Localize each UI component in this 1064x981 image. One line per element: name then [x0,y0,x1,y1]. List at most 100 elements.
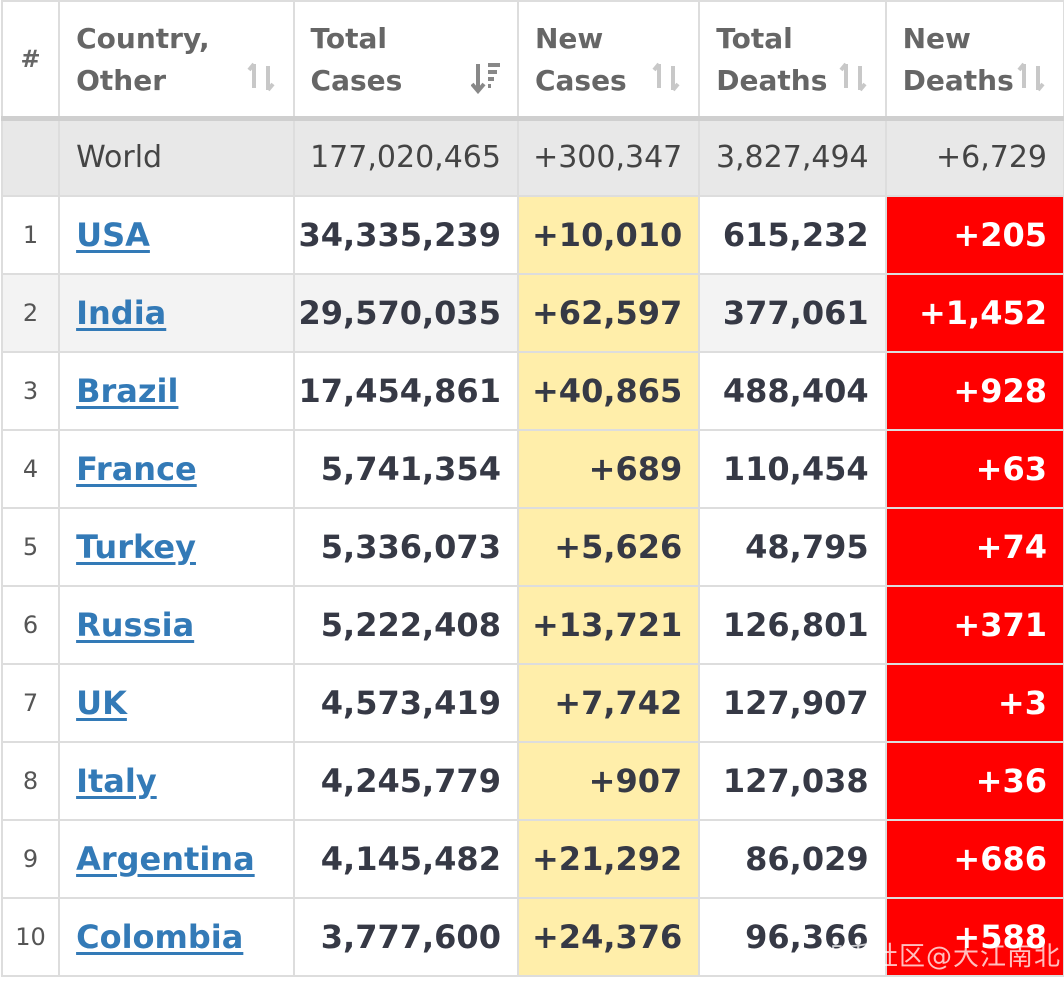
table-row: 9 Argentina 4,145,482 +21,292 86,029 +68… [0,819,1064,899]
new-deaths-cell: +3 [884,663,1064,743]
new-cases-cell: +907 [516,741,701,821]
country-cell: France [58,429,295,509]
table-row: 4 France 5,741,354 +689 110,454 +63 [0,429,1064,509]
rank-cell: 10 [0,897,61,977]
world-name: World [58,117,295,197]
new-deaths-cell: +686 [884,819,1064,899]
rank-cell: 6 [0,585,61,665]
new-deaths-header-line2: Deaths [902,63,1014,97]
total-deaths-cell: 126,801 [698,585,887,665]
table-row: 2 India 29,570,035 +62,597 377,061 +1,45… [0,273,1064,353]
country-cell: Argentina [58,819,295,899]
country-cell: USA [58,195,295,275]
new-cases-cell: +21,292 [516,819,701,899]
sort-desc-icon[interactable] [470,60,501,94]
total-deaths-cell: 127,038 [698,741,887,821]
rank-cell: 9 [0,819,61,899]
country-link[interactable]: Italy [76,762,157,800]
country-link[interactable]: India [76,294,167,332]
world-total-cases: 177,020,465 [292,117,519,197]
country-link[interactable]: Colombia [76,918,244,956]
new-deaths-cell: +588 [884,897,1064,977]
total-deaths-header[interactable]: Total Deaths [698,0,887,121]
new-cases-cell: +13,721 [516,585,701,665]
world-total-deaths: 3,827,494 [698,117,887,197]
new-deaths-cell: +371 [884,585,1064,665]
new-cases-cell: +40,865 [516,351,701,431]
new-cases-cell: +7,742 [516,663,701,743]
country-cell: Colombia [58,897,295,977]
total-deaths-header-line1: Total [716,21,793,55]
country-cell: Brazil [58,351,295,431]
rank-header-label: # [20,44,41,73]
watermark: 知乎社区@大江南北 [818,942,1062,972]
country-cell: Turkey [58,507,295,587]
country-link[interactable]: Argentina [76,840,255,878]
sort-icon[interactable] [246,60,277,94]
country-cell: Italy [58,741,295,821]
sort-icon[interactable] [1017,60,1047,94]
new-deaths-cell: +63 [884,429,1064,509]
country-cell: UK [58,663,295,743]
world-rank-cell [0,117,61,197]
new-deaths-cell: +928 [884,351,1064,431]
table-row: 10 Colombia 3,777,600 +24,376 96,366 +58… [0,897,1064,977]
new-cases-header-line1: New [534,21,604,55]
new-deaths-cell: +205 [884,195,1064,275]
table-row: 7 UK 4,573,419 +7,742 127,907 +3 [0,663,1064,743]
total-cases-header[interactable]: Total Cases [292,0,519,121]
sort-icon[interactable] [839,60,869,94]
new-cases-cell: +689 [516,429,701,509]
total-cases-cell: 29,570,035 [292,273,519,353]
total-cases-header-line2: Cases [310,63,403,97]
country-cell: India [58,273,295,353]
total-deaths-cell: 488,404 [698,351,887,431]
world-new-deaths: +6,729 [884,117,1064,197]
total-cases-cell: 4,245,779 [292,741,519,821]
new-deaths-cell: +74 [884,507,1064,587]
country-header-line2: Other [76,63,167,97]
country-header[interactable]: Country, Other [58,0,295,121]
total-cases-cell: 4,573,419 [292,663,519,743]
table-header: # Country, Other Total Cases New Cases T… [0,0,1064,121]
new-deaths-cell: +1,452 [884,273,1064,353]
new-cases-header[interactable]: New Cases [516,0,701,121]
table-row: 6 Russia 5,222,408 +13,721 126,801 +371 [0,585,1064,665]
new-cases-cell: +5,626 [516,507,701,587]
rank-cell: 5 [0,507,61,587]
sort-icon[interactable] [652,60,682,94]
country-header-line1: Country, [76,21,210,55]
country-cell: Russia [58,585,295,665]
new-deaths-header[interactable]: New Deaths [884,0,1064,121]
country-link[interactable]: Turkey [76,528,196,566]
country-link[interactable]: France [76,450,197,488]
rank-cell: 3 [0,351,61,431]
rank-header[interactable]: # [0,0,61,121]
country-link[interactable]: USA [76,216,150,254]
new-deaths-header-line1: New [902,21,971,55]
country-link[interactable]: UK [76,684,127,722]
total-cases-cell: 17,454,861 [292,351,519,431]
new-cases-cell: +24,376 [516,897,701,977]
country-link[interactable]: Brazil [76,372,179,410]
country-link[interactable]: Russia [76,606,195,644]
total-deaths-cell: 127,907 [698,663,887,743]
total-deaths-cell: 110,454 [698,429,887,509]
total-deaths-cell: 615,232 [698,195,887,275]
world-row: World 177,020,465 +300,347 3,827,494 +6,… [0,117,1064,197]
table-row: 1 USA 34,335,239 +10,010 615,232 +205 [0,195,1064,275]
total-cases-cell: 5,222,408 [292,585,519,665]
new-deaths-cell: +36 [884,741,1064,821]
total-cases-cell: 5,336,073 [292,507,519,587]
total-cases-cell: 5,741,354 [292,429,519,509]
total-cases-header-line1: Total [310,21,388,55]
table-row: 8 Italy 4,245,779 +907 127,038 +36 [0,741,1064,821]
total-deaths-cell: 96,366 [698,897,887,977]
total-deaths-header-line2: Deaths [716,63,828,97]
table-body: World 177,020,465 +300,347 3,827,494 +6,… [0,117,1064,977]
total-deaths-cell: 377,061 [698,273,887,353]
new-cases-cell: +62,597 [516,273,701,353]
world-new-cases: +300,347 [516,117,701,197]
total-cases-cell: 3,777,600 [292,897,519,977]
